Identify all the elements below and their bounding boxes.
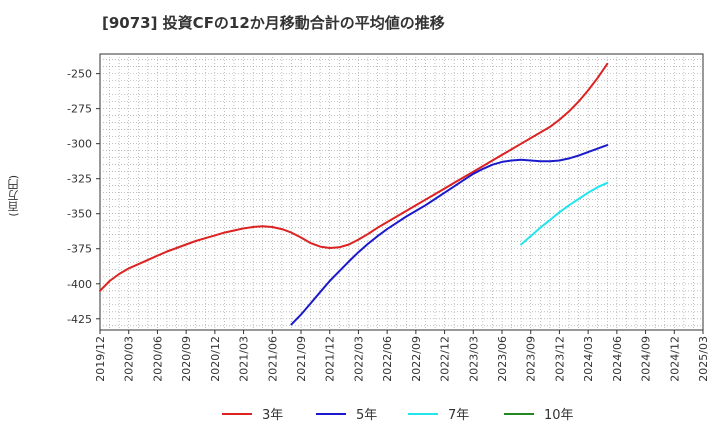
y-axis-ticks: -250 -275 -300 -325 -350 -375 -400 -425 xyxy=(67,68,100,326)
x-axis-ticks: 2019/12 2020/03 2020/06 2020/09 2020/12 2021/… xyxy=(94,330,710,382)
y-tick-label: -325 xyxy=(67,173,92,186)
y-tick-label: -275 xyxy=(67,103,92,116)
x-tick-label: 2021/09 xyxy=(295,336,308,382)
y-tick-label: -375 xyxy=(67,243,92,256)
legend: 3年 5年 7年 10年 xyxy=(222,408,574,423)
x-tick-label: 2021/03 xyxy=(238,336,251,382)
x-tick-label: 2023/09 xyxy=(525,336,538,382)
legend-label: 10年 xyxy=(544,408,574,423)
series-line-5年 xyxy=(290,144,609,326)
y-tick-label: -400 xyxy=(67,278,92,291)
series-line-7年 xyxy=(520,181,609,246)
x-tick-label: 2020/12 xyxy=(209,336,222,382)
y-tick-label: -300 xyxy=(67,138,92,151)
x-tick-label: 2022/12 xyxy=(439,336,452,382)
x-tick-label: 2023/03 xyxy=(467,336,480,382)
x-tick-label: 2021/06 xyxy=(266,336,279,382)
y-tick-label: -250 xyxy=(67,68,92,81)
chart-title: [9073] 投資CFの12か月移動合計の平均値の推移 xyxy=(102,14,445,32)
y-tick-label: -425 xyxy=(67,313,92,326)
x-tick-label: 2022/06 xyxy=(381,336,394,382)
x-tick-label: 2022/03 xyxy=(352,336,365,382)
series-line-3年 xyxy=(99,62,609,292)
grid-lines xyxy=(100,54,703,330)
y-tick-label: -350 xyxy=(67,208,92,221)
x-tick-label: 2020/03 xyxy=(123,336,136,382)
legend-label: 3年 xyxy=(262,408,283,423)
x-tick-label: 2021/12 xyxy=(324,336,337,382)
x-tick-label: 2024/09 xyxy=(640,336,653,382)
plot-area xyxy=(99,53,704,331)
series-lines xyxy=(99,62,609,326)
x-tick-label: 2025/03 xyxy=(697,336,710,382)
x-tick-label: 2020/06 xyxy=(151,336,164,382)
x-tick-label: 2024/03 xyxy=(582,336,595,382)
x-tick-label: 2024/12 xyxy=(668,336,681,382)
x-tick-label: 2020/09 xyxy=(180,336,193,382)
x-tick-label: 2023/12 xyxy=(553,336,566,382)
legend-label: 5年 xyxy=(356,408,377,423)
x-tick-label: 2023/06 xyxy=(496,336,509,382)
x-tick-label: 2024/06 xyxy=(611,336,624,382)
x-tick-label: 2022/09 xyxy=(410,336,423,382)
legend-label: 7年 xyxy=(448,408,469,423)
x-tick-label: 2019/12 xyxy=(94,336,107,382)
